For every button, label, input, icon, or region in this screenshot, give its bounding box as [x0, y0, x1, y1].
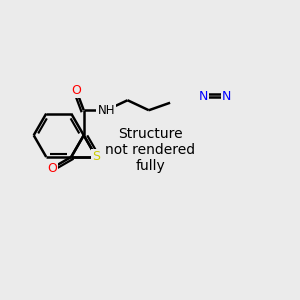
Text: O: O: [71, 84, 81, 97]
Text: O: O: [47, 162, 57, 175]
Text: Structure
not rendered
fully: Structure not rendered fully: [105, 127, 195, 173]
Text: S: S: [92, 151, 100, 164]
Text: N: N: [222, 91, 231, 103]
Text: NH: NH: [98, 104, 115, 117]
Text: N: N: [198, 91, 208, 103]
